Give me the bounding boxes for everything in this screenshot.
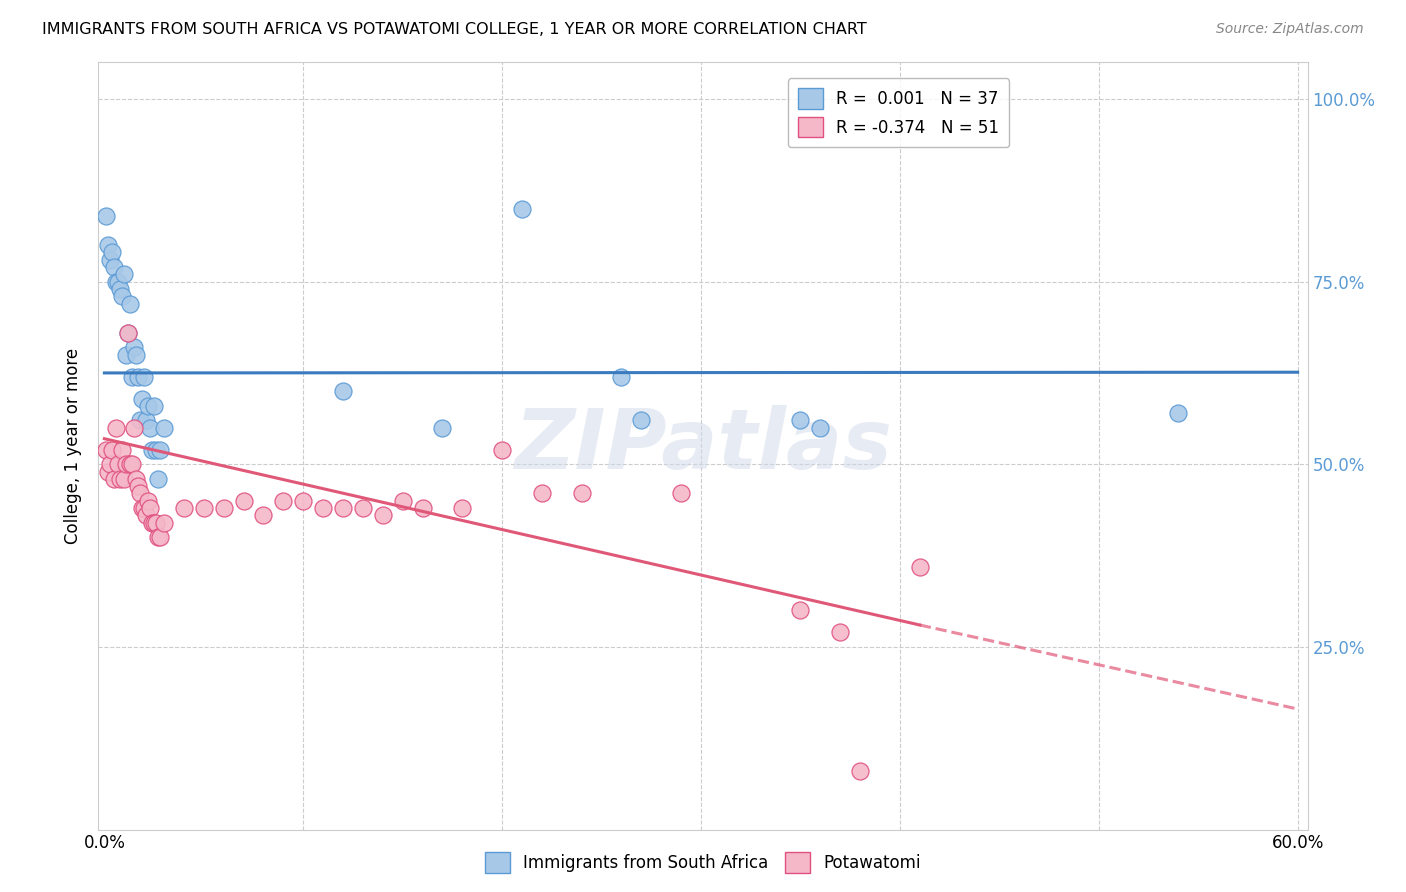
Point [131, 392, 153, 406]
Point [107, 457, 129, 471]
Point [129, 486, 152, 500]
Point [111, 442, 134, 457]
Point [135, 413, 157, 427]
Point [491, 442, 513, 457]
Point [110, 472, 132, 486]
Point [107, 275, 129, 289]
Point [908, 559, 931, 574]
Point [193, 501, 215, 516]
Point [131, 501, 153, 516]
Point [808, 421, 831, 435]
Point [111, 289, 134, 303]
Point [125, 348, 148, 362]
Point [96, 442, 118, 457]
Point [135, 508, 157, 523]
Point [830, 625, 852, 640]
Point [97, 238, 120, 252]
Point [121, 457, 143, 471]
Point [149, 530, 172, 544]
Point [139, 421, 162, 435]
Point [412, 501, 434, 516]
Point [103, 472, 125, 486]
Point [173, 501, 195, 516]
Point [127, 369, 149, 384]
Point [571, 486, 593, 500]
Point [510, 202, 533, 216]
Point [105, 421, 128, 435]
Point [789, 603, 811, 617]
Text: ZIPatlas: ZIPatlas [515, 406, 891, 486]
Legend: Immigrants from South Africa, Potawatomi: Immigrants from South Africa, Potawatomi [478, 846, 928, 880]
Point [120, 296, 142, 310]
Point [98, 457, 121, 471]
Point [630, 413, 652, 427]
Point [129, 413, 152, 427]
Point [153, 516, 176, 530]
Point [120, 457, 142, 471]
Point [97, 465, 120, 479]
Point [153, 421, 176, 435]
Point [103, 260, 125, 274]
Point [117, 326, 139, 340]
Point [292, 493, 315, 508]
Point [98, 252, 121, 267]
Legend: R =  0.001   N = 37, R = -0.374   N = 51: R = 0.001 N = 37, R = -0.374 N = 51 [787, 78, 1010, 147]
Point [121, 369, 143, 384]
Point [143, 516, 166, 530]
Point [252, 508, 274, 523]
Point [332, 501, 354, 516]
Point [117, 326, 139, 340]
Point [141, 442, 163, 457]
Point [391, 493, 413, 508]
Point [112, 472, 135, 486]
Point [332, 384, 354, 399]
Point [432, 421, 454, 435]
Point [127, 479, 149, 493]
Point [139, 501, 162, 516]
Point [101, 442, 124, 457]
Point [101, 245, 124, 260]
Point [134, 501, 156, 516]
Point [669, 486, 692, 500]
Text: Source: ZipAtlas.com: Source: ZipAtlas.com [1216, 22, 1364, 37]
Point [371, 508, 394, 523]
Point [530, 486, 553, 500]
Point [122, 340, 145, 354]
Point [149, 442, 172, 457]
Point [110, 282, 132, 296]
Point [1167, 406, 1189, 420]
Point [105, 275, 128, 289]
Point [136, 493, 159, 508]
Point [96, 209, 118, 223]
Point [141, 516, 163, 530]
Point [451, 501, 474, 516]
Point [789, 413, 811, 427]
Point [232, 493, 254, 508]
Point [146, 530, 169, 544]
Point [143, 399, 166, 413]
Point [115, 348, 138, 362]
Point [134, 369, 156, 384]
Point [146, 472, 169, 486]
Y-axis label: College, 1 year or more: College, 1 year or more [65, 348, 83, 544]
Point [352, 501, 374, 516]
Text: IMMIGRANTS FROM SOUTH AFRICA VS POTAWATOMI COLLEGE, 1 YEAR OR MORE CORRELATION C: IMMIGRANTS FROM SOUTH AFRICA VS POTAWATO… [42, 22, 868, 37]
Point [312, 501, 335, 516]
Point [115, 457, 138, 471]
Point [112, 268, 135, 282]
Point [122, 421, 145, 435]
Point [125, 472, 148, 486]
Point [273, 493, 295, 508]
Point [849, 764, 872, 778]
Point [136, 399, 159, 413]
Point [145, 442, 167, 457]
Point [145, 516, 167, 530]
Point [212, 501, 235, 516]
Point [610, 369, 633, 384]
